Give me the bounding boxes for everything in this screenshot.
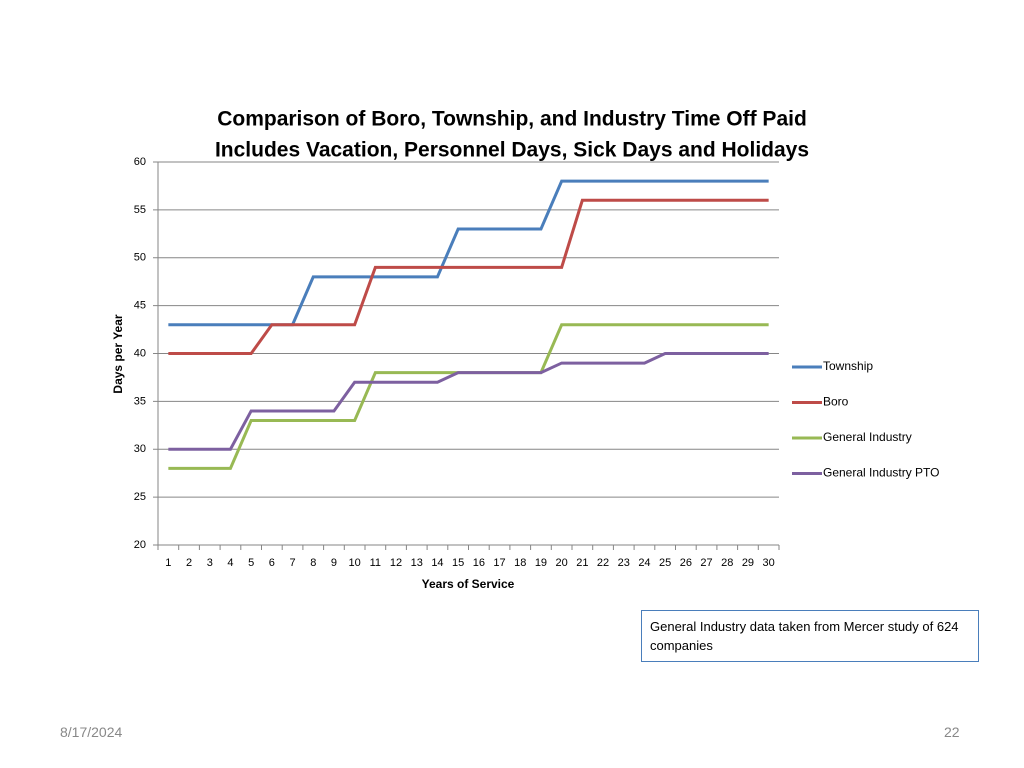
x-tick-label: 17 — [493, 557, 505, 569]
x-tick-label: 9 — [331, 557, 337, 569]
x-tick-label: 24 — [638, 557, 650, 569]
page-number: 22 — [944, 724, 960, 740]
y-tick-label: 20 — [134, 539, 146, 551]
chart-subtitle: Includes Vacation, Personnel Days, Sick … — [215, 139, 809, 162]
x-tick-label: 2 — [186, 557, 192, 569]
x-tick-label: 26 — [680, 557, 692, 569]
x-tick-label: 30 — [763, 557, 775, 569]
x-tick-label: 10 — [349, 557, 361, 569]
y-tick-label: 50 — [134, 252, 146, 264]
y-tick-label: 45 — [134, 300, 146, 312]
x-tick-label: 14 — [431, 557, 443, 569]
x-tick-label: 22 — [597, 557, 609, 569]
y-tick-label: 30 — [134, 443, 146, 455]
series-line — [168, 323, 769, 470]
x-tick-label: 13 — [411, 557, 423, 569]
chart-title: Comparison of Boro, Township, and Indust… — [217, 108, 807, 131]
x-tick-label: 21 — [576, 557, 588, 569]
x-tick-label: 15 — [452, 557, 464, 569]
series-line — [168, 198, 769, 355]
x-tick-label: 7 — [289, 557, 295, 569]
x-tick-label: 19 — [535, 557, 547, 569]
y-tick-label: 35 — [134, 395, 146, 407]
x-tick-label: 20 — [556, 557, 568, 569]
note-box: General Industry data taken from Mercer … — [641, 610, 979, 662]
x-tick-label: 28 — [721, 557, 733, 569]
y-tick-label: 25 — [134, 491, 146, 503]
x-tick-label: 18 — [514, 557, 526, 569]
y-axis-label: Days per Year — [111, 314, 125, 394]
x-tick-label: 3 — [207, 557, 213, 569]
y-tick-label: 60 — [134, 156, 146, 168]
legend-label: General Industry PTO — [823, 466, 940, 480]
x-axis-label: Years of Service — [422, 577, 515, 591]
x-tick-label: 23 — [618, 557, 630, 569]
x-tick-label: 25 — [659, 557, 671, 569]
legend-label: Township — [823, 359, 873, 373]
y-tick-label: 40 — [134, 347, 146, 359]
x-tick-label: 4 — [227, 557, 233, 569]
x-tick-label: 27 — [700, 557, 712, 569]
footer-date: 8/17/2024 — [60, 724, 123, 740]
x-tick-label: 8 — [310, 557, 316, 569]
series-line — [168, 179, 769, 327]
x-tick-label: 6 — [269, 557, 275, 569]
legend-label: General Industry — [823, 430, 912, 444]
x-tick-label: 29 — [742, 557, 754, 569]
series-line — [168, 352, 769, 451]
x-tick-label: 1 — [165, 557, 171, 569]
x-tick-label: 11 — [370, 557, 381, 569]
x-tick-label: 12 — [390, 557, 402, 569]
x-tick-label: 5 — [248, 557, 254, 569]
x-tick-label: 16 — [473, 557, 485, 569]
y-tick-label: 55 — [134, 204, 146, 216]
legend-label: Boro — [823, 395, 849, 409]
